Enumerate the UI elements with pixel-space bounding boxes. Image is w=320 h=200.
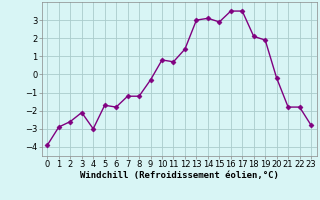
X-axis label: Windchill (Refroidissement éolien,°C): Windchill (Refroidissement éolien,°C) — [80, 171, 279, 180]
